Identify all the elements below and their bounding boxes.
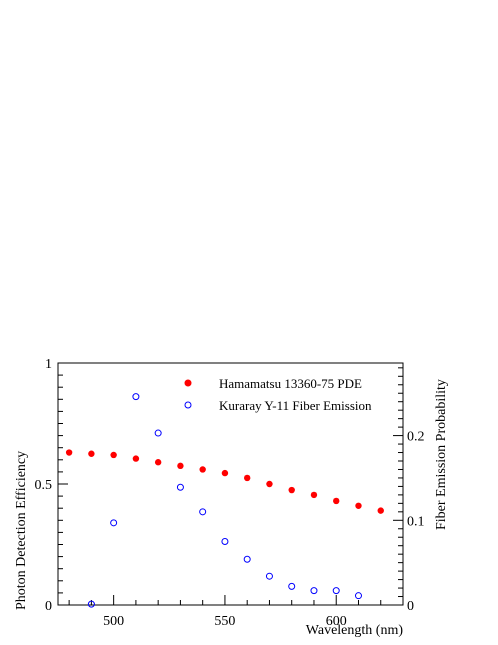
legend-marker-pde (184, 379, 192, 387)
fiber-emission-data-point (221, 537, 229, 545)
pde-data-point (355, 502, 362, 509)
pde-data-point (110, 451, 117, 459)
pde-data-point (221, 469, 229, 477)
pde-data-point (199, 466, 206, 473)
fiber-emission-data-point (199, 508, 207, 516)
x-tick-label: 550 (214, 614, 235, 629)
pde-data-point (132, 455, 140, 462)
pde-data-point (243, 474, 251, 482)
x-axis-title: Wavelength (nm) (306, 623, 404, 638)
y-axis-title: Photon Detection Efficiency (14, 451, 29, 610)
fiber-emission-data-point (265, 572, 273, 580)
pde-data-point (177, 462, 184, 470)
x-tick-label: 600 (326, 614, 347, 629)
pde-data-point (88, 450, 95, 457)
pde-data-point (65, 449, 73, 456)
y-tick-label: 0.5 (35, 478, 53, 493)
y-tick-label: 0 (45, 599, 52, 614)
fiber-emission-data-point (243, 555, 251, 563)
pde-data-point (377, 507, 384, 514)
y2-tick-label: 0.1 (407, 514, 425, 529)
fiber-emission-data-point (288, 582, 296, 590)
pde-data-point (266, 480, 273, 488)
axis-tick-labels: 500 550 600 0 0.5 1 0 0.1 0.2 (35, 357, 425, 629)
pde-data-point (333, 497, 340, 505)
fiber-emission-data-point (354, 592, 362, 600)
fiber-emission-data-point (154, 429, 162, 437)
pde-data-point (310, 491, 318, 499)
legend-marker-fiber (184, 401, 192, 409)
y2-tick-label: 0.2 (407, 430, 425, 445)
axis-ticks (58, 362, 404, 606)
pde-data-point (154, 459, 162, 466)
fiber-emission-data-point (87, 600, 95, 608)
fiber-emission-data-point (332, 587, 340, 595)
fiber-emission-data-point (310, 587, 318, 595)
fiber-emission-data-point (132, 393, 140, 401)
legend-label-pde: Hamamatsu 13360-75 PDE (219, 376, 362, 391)
y2-tick-label: 0 (407, 599, 414, 614)
fiber-emission-data-point (110, 519, 118, 527)
y-tick-label: 1 (45, 357, 52, 372)
legend: Hamamatsu 13360-75 PDE Kuraray Y-11 Fibe… (184, 376, 372, 413)
x-tick-label: 500 (103, 614, 124, 629)
data-points (65, 393, 384, 608)
pde-data-point (288, 486, 295, 494)
fiber-emission-data-point (176, 483, 184, 491)
legend-label-fiber: Kuraray Y-11 Fiber Emission (219, 398, 372, 413)
y2-axis-title: Fiber Emission Probability (434, 379, 449, 530)
